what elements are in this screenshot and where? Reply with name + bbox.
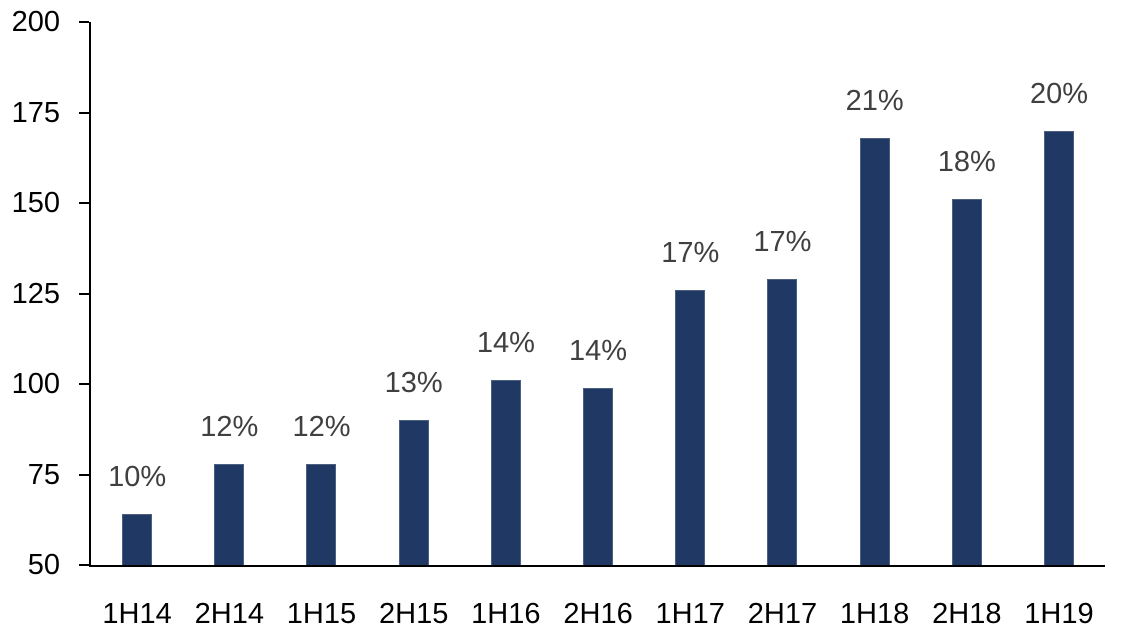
bar-slot-2h16: 14% 2H16	[552, 22, 644, 629]
bar-2h15	[398, 420, 429, 565]
bar-slot-2h18: 18% 2H18	[921, 22, 1013, 629]
bar-value-label: 17%	[661, 236, 720, 269]
y-axis-tick-label: 125	[11, 277, 60, 310]
x-axis-tick-label: 1H17	[655, 598, 725, 630]
x-axis-tick-label: 1H18	[839, 598, 910, 630]
bar-value-label: 12%	[292, 410, 351, 443]
bar-slot-1h15: 12% 1H15	[275, 22, 367, 629]
bar-value-label: 12%	[200, 410, 259, 443]
x-axis-tick-label: 2H16	[563, 598, 633, 630]
bar-slot-2h14: 12% 2H14	[183, 22, 275, 629]
bar-slot-2h15: 13% 2H15	[368, 22, 460, 629]
bar-value-label: 21%	[845, 84, 904, 117]
y-axis-tick-label: 100	[11, 368, 60, 400]
bar-value-label: 13%	[384, 367, 443, 400]
y-axis-tick	[79, 21, 89, 23]
bar-1h19	[1043, 130, 1074, 565]
y-axis-tick	[79, 111, 89, 114]
bar-slot-1h16: 14% 1H16	[460, 22, 552, 629]
y-axis-tick	[79, 564, 89, 566]
bar-value-label: 17%	[753, 226, 812, 259]
bar-1h16	[490, 380, 521, 565]
y-axis-tick	[79, 473, 89, 476]
bar-value-label: 20%	[1029, 77, 1088, 110]
y-axis-tick	[79, 202, 89, 204]
x-axis-tick-label: 2H15	[378, 598, 449, 630]
bar-1h15	[306, 463, 337, 565]
x-axis-tick-label: 1H16	[471, 598, 541, 630]
bar-slot-1h18: 21% 1H18	[829, 22, 921, 629]
bar-value-label: 18%	[937, 146, 996, 179]
bar-1h18	[859, 137, 890, 565]
x-axis-tick-label: 1H14	[102, 598, 172, 630]
bar-2h18	[951, 199, 982, 565]
y-axis-tick-label: 175	[11, 96, 60, 129]
bar-value-label: 10%	[108, 461, 167, 494]
bar-1h17	[675, 289, 706, 565]
x-axis-tick-label: 2H17	[747, 598, 818, 630]
bar-slot-1h14: 10% 1H14	[91, 22, 183, 629]
bar-2h17	[767, 279, 798, 565]
bar-slot-1h19: 20% 1H19	[1013, 22, 1105, 629]
y-axis-tick-label: 150	[11, 187, 60, 219]
bar-2h14	[214, 463, 245, 565]
y-axis-tick	[79, 292, 89, 295]
x-axis-tick-label: 2H14	[194, 598, 264, 630]
y-axis-tick-label: 200	[11, 6, 60, 38]
bar-value-label: 14%	[476, 327, 535, 360]
y-axis-tick	[79, 383, 89, 385]
bar-slot-2h17: 17% 2H17	[736, 22, 828, 629]
bar-1h14	[122, 514, 153, 565]
y-axis-tick-label: 75	[27, 458, 60, 491]
bar-2h16	[583, 387, 614, 565]
x-axis-tick-label: 1H15	[286, 598, 357, 630]
x-axis-tick-label: 2H18	[932, 598, 1002, 630]
bar-value-label: 14%	[569, 334, 628, 367]
bar-slot-1h17: 17% 1H17	[644, 22, 736, 629]
plot-area: 50 75 100 125 150 175 200 10% 1H14 12% 2H14 12% 1H1…	[12, 7, 1105, 629]
bars-row: 10% 1H14 12% 2H14 12% 1H15 13% 2H15 14% 1H16 14% 2H…	[91, 22, 1105, 629]
x-axis-tick-label: 1H19	[1024, 598, 1094, 630]
y-axis-tick-label: 50	[27, 549, 60, 581]
